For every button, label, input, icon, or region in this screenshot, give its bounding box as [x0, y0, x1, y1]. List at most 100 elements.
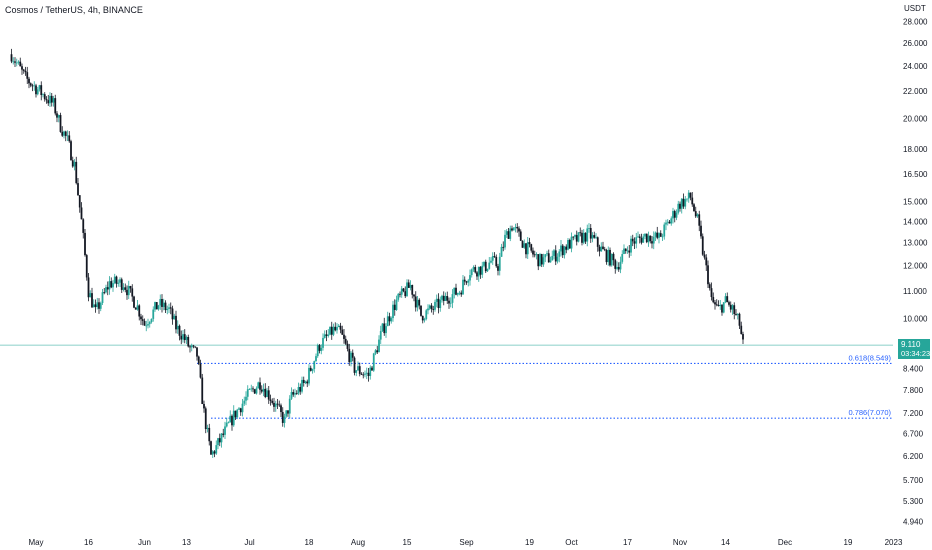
candle-body: [108, 281, 111, 290]
candle-body: [122, 287, 125, 290]
chart-title: Cosmos / TetherUS, 4h, BINANCE: [5, 5, 143, 15]
candle-body: [628, 250, 631, 253]
candle-body: [308, 367, 310, 384]
candle-body: [498, 256, 501, 271]
candle-body: [150, 318, 153, 323]
candle-body: [651, 241, 653, 244]
candle-body: [521, 240, 524, 248]
candle-body: [248, 389, 251, 391]
candle-body: [684, 199, 687, 207]
price-axis[interactable]: [898, 0, 932, 550]
candle-body: [476, 272, 478, 277]
candle-body: [591, 235, 594, 239]
candle-body: [304, 381, 307, 383]
candle-body: [138, 305, 141, 317]
price-tick-label: 22.000: [903, 87, 928, 96]
candle-body: [360, 373, 363, 375]
time-tick-label: 17: [623, 538, 632, 547]
price-tick-label: 20.000: [903, 115, 928, 124]
candle-body: [385, 326, 387, 334]
candle-body: [344, 338, 347, 344]
candle-body: [652, 236, 655, 244]
price-tick-label: 8.400: [903, 364, 924, 373]
candle-body: [194, 346, 197, 348]
time-tick-label: 2023: [885, 538, 903, 547]
candle-body: [141, 319, 144, 321]
candle-body: [588, 227, 590, 229]
candle-body: [430, 305, 433, 310]
candle-body: [255, 388, 258, 394]
candle-body: [630, 238, 632, 253]
candle-body: [582, 232, 585, 243]
candle-body: [24, 70, 27, 73]
candle-body: [673, 211, 676, 218]
candle-body: [453, 287, 456, 295]
candle-body: [414, 296, 417, 308]
price-tick-label: 18.000: [903, 145, 928, 154]
candle-body: [290, 392, 293, 399]
candle-body: [614, 260, 617, 269]
candle-body: [276, 403, 279, 405]
candle-body: [266, 390, 268, 397]
candle-body: [638, 236, 641, 239]
candle-body: [647, 235, 650, 243]
candle-body: [285, 410, 288, 417]
candle-body: [362, 374, 365, 376]
price-tick-label: 12.000: [903, 262, 928, 271]
candle-body: [152, 309, 155, 319]
candle-body: [694, 211, 697, 217]
candle-body: [45, 99, 48, 101]
candle-body: [554, 250, 557, 262]
price-tick-label: 26.000: [903, 39, 928, 48]
candle-body: [427, 308, 429, 311]
candle-body: [642, 236, 645, 243]
candle-body: [610, 253, 613, 266]
candle-body: [259, 382, 261, 390]
candle-body: [110, 281, 113, 288]
candle-body: [61, 131, 64, 136]
candle-body: [283, 416, 286, 423]
candle-body: [57, 115, 60, 118]
time-tick-label: Aug: [351, 538, 365, 547]
candle-body: [253, 389, 256, 394]
price-axis-unit: USDT: [904, 4, 926, 13]
candle-body: [75, 161, 78, 184]
candle-body: [505, 231, 508, 235]
candle-body: [192, 345, 195, 347]
candle-body: [351, 352, 354, 358]
candle-body: [42, 94, 44, 96]
candle-body: [239, 408, 242, 413]
candle-body: [378, 339, 380, 353]
candle-body: [567, 239, 569, 250]
time-tick-label: May: [28, 538, 43, 547]
time-tick-label: 16: [84, 538, 93, 547]
candle-body: [568, 239, 571, 249]
candle-body: [518, 228, 520, 232]
candle-body: [250, 388, 253, 390]
candle-body: [607, 249, 610, 263]
candle-body: [733, 305, 736, 314]
candle-body: [596, 237, 599, 247]
candle-body: [63, 131, 65, 136]
candle-body: [164, 302, 167, 311]
time-axis[interactable]: [0, 536, 932, 550]
candle-body: [183, 334, 186, 341]
candle-body: [330, 326, 333, 335]
candle-body: [703, 254, 706, 258]
candle-body: [40, 85, 43, 95]
candle-body: [406, 282, 408, 297]
candle-body: [148, 322, 151, 325]
candle-body: [497, 266, 499, 271]
time-tick-label: Dec: [778, 538, 792, 547]
candle-body: [679, 203, 681, 209]
candle-body: [161, 299, 163, 307]
candle-body: [229, 415, 232, 423]
candle-body: [35, 85, 37, 95]
candle-body: [397, 293, 400, 300]
candle-body: [395, 299, 398, 310]
candle-body: [598, 246, 601, 252]
candle-body: [341, 329, 344, 335]
candle-body: [84, 232, 86, 256]
candle-body: [294, 393, 296, 395]
